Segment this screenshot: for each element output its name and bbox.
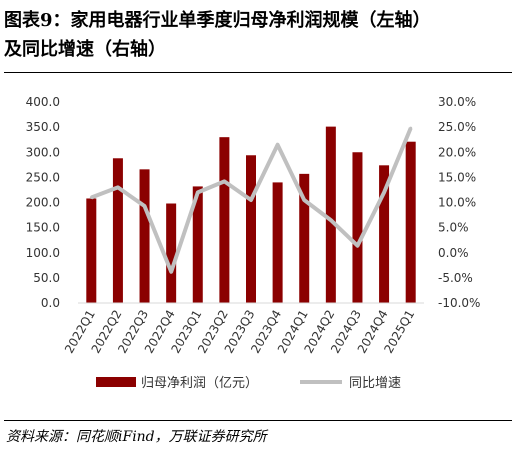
y-left-tick-label: 300.0 (26, 145, 60, 159)
y-left-tick-label: 250.0 (26, 170, 60, 184)
bar-2022Q3 (139, 169, 150, 303)
bar-2022Q2 (112, 158, 123, 303)
growth-point-2023Q4 (276, 143, 280, 147)
y-right-tick-label: 10.0% (438, 196, 476, 210)
source-note: 资料来源：同花顺iFind，万联证券研究所 (6, 429, 267, 445)
growth-point-2024Q2 (329, 218, 333, 222)
growth-point-2024Q1 (302, 198, 306, 202)
bar-2022Q1 (86, 198, 97, 303)
y-right-tick-label: 5.0% (438, 221, 469, 235)
bar-2023Q4 (272, 182, 283, 303)
y-right-tick-label: 25.0% (438, 120, 476, 134)
chart: 0.0 50.0 100.0 150.0 200.0 250.0 300.0 350.0 400… (26, 95, 481, 391)
legend-swatch-bar (96, 377, 136, 387)
bar-2023Q2 (219, 137, 230, 303)
bar-2022Q4 (166, 203, 177, 303)
bar-2024Q4 (379, 165, 390, 303)
y-right-tick-label: 20.0% (438, 145, 476, 159)
growth-point-2025Q1 (409, 126, 413, 130)
bar-2024Q3 (352, 152, 363, 303)
y-right-tick-label: 15.0% (438, 170, 476, 184)
y-right-tick-label: 30.0% (438, 95, 476, 109)
y-left-tick-label: 0.0 (41, 296, 60, 310)
y-right-tick-label: -5.0% (438, 271, 473, 285)
growth-point-2022Q1 (89, 195, 93, 199)
chart-title: 图表9：家用电器行业单季度归母净利润规模（左轴） 及同比增速（右轴） (4, 6, 512, 64)
y-left-tick-label: 200.0 (26, 196, 60, 210)
bar-2024Q1 (299, 173, 310, 303)
bar-2025Q1 (405, 141, 416, 303)
growth-point-2024Q4 (382, 190, 386, 194)
y-right-tick-label: 0.0% (438, 246, 469, 260)
y-left-tick-label: 150.0 (26, 221, 60, 235)
growth-point-2024Q3 (355, 244, 359, 248)
top-rule (4, 72, 512, 73)
y-right-tick-label: -10.0% (438, 296, 480, 310)
legend-label-bar: 归母净利润（亿元） (141, 376, 258, 391)
growth-point-2022Q4 (169, 270, 173, 274)
legend-label-line: 同比增速 (349, 376, 401, 391)
growth-point-2022Q3 (143, 204, 147, 208)
y-left-tick-label: 350.0 (26, 120, 60, 134)
growth-point-2023Q1 (196, 190, 200, 194)
growth-point-2022Q2 (116, 185, 120, 189)
y-left-tick-label: 50.0 (33, 271, 60, 285)
y-left-tick-label: 100.0 (26, 246, 60, 260)
bar-2023Q3 (246, 155, 256, 303)
bar-2024Q2 (325, 126, 336, 303)
bottom-rule (4, 420, 512, 421)
title-line-1: 图表9：家用电器行业单季度归母净利润规模（左轴） (4, 10, 431, 31)
growth-point-2023Q3 (249, 198, 253, 202)
growth-point-2023Q2 (222, 179, 226, 183)
bar-2023Q1 (192, 186, 203, 303)
title-line-2: 及同比增速（右轴） (4, 39, 166, 60)
y-left-tick-label: 400.0 (26, 95, 60, 109)
